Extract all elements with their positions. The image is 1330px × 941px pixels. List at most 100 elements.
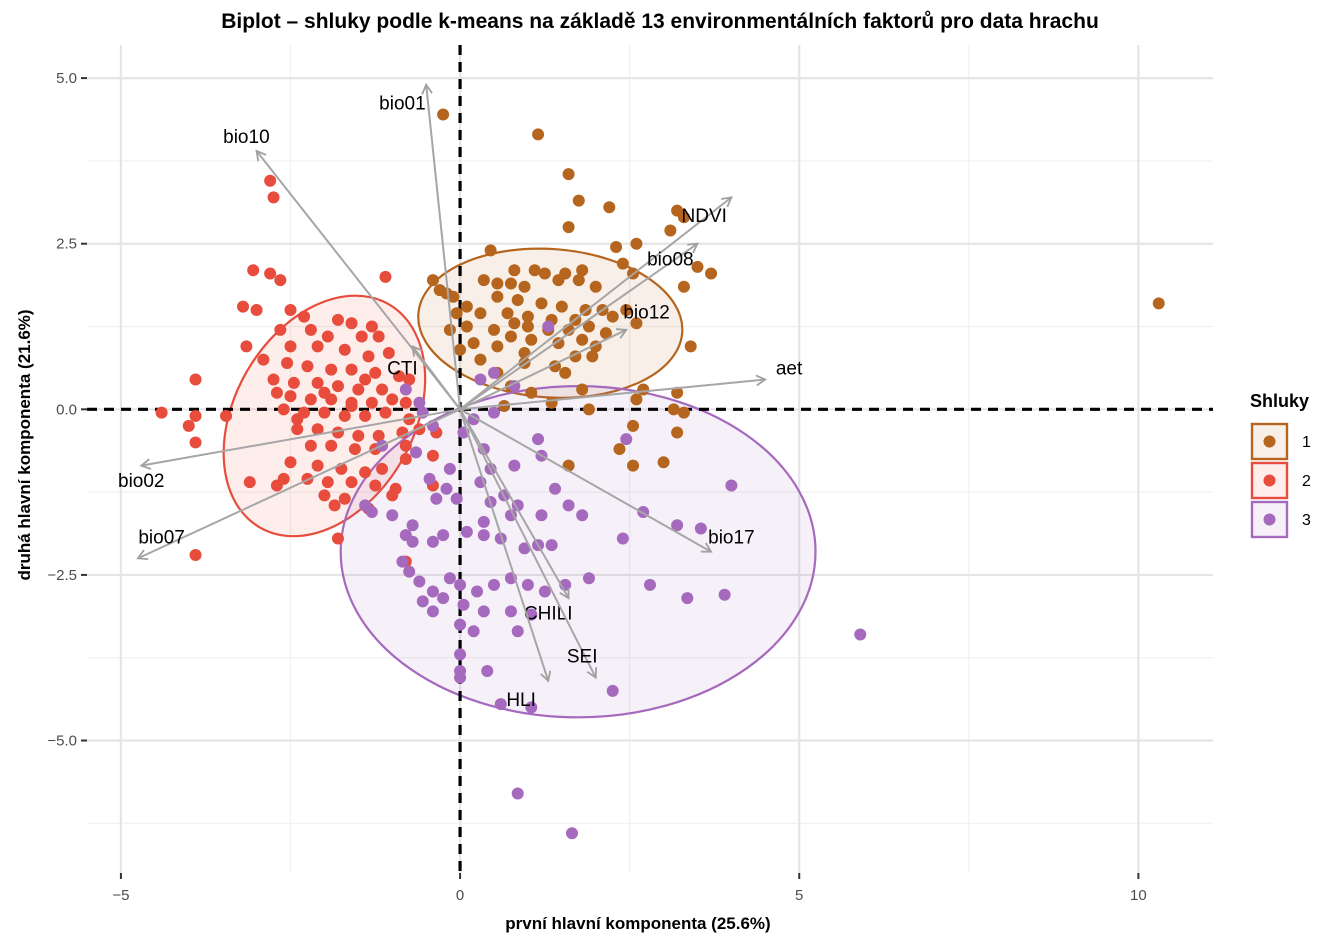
point-cluster-1 [460,300,473,313]
point-cluster-2 [281,356,294,369]
point-cluster-1 [562,168,575,181]
point-cluster-3 [504,605,517,618]
point-cluster-3 [494,698,507,711]
point-cluster-1 [525,386,538,399]
point-cluster-2 [328,499,341,512]
point-cluster-2 [365,320,378,333]
point-cluster-2 [304,323,317,336]
point-cluster-3 [440,482,453,495]
point-cluster-3 [532,433,545,446]
x-tick-label: −5 [112,887,129,904]
point-cluster-1 [528,264,541,277]
point-cluster-1 [433,284,446,297]
point-cluster-2 [393,370,406,383]
point-cluster-3 [606,684,619,697]
point-cluster-2 [287,376,300,389]
point-cluster-2 [304,393,317,406]
point-cluster-2 [399,453,412,465]
point-cluster-2 [311,459,324,472]
point-cluster-2 [274,274,287,287]
point-cluster-2 [345,317,358,330]
y-tick-label: −5.0 [47,733,77,750]
point-cluster-1 [487,323,500,336]
point-cluster-2 [372,429,385,442]
point-cluster-1 [630,317,643,330]
point-cluster-2 [298,310,311,323]
point-cluster-2 [325,363,338,376]
point-cluster-2 [345,363,358,376]
point-cluster-2 [270,479,283,492]
point-cluster-1 [521,320,534,333]
point-cluster-3 [413,575,426,588]
point-cluster-2 [399,439,412,452]
point-cluster-1 [491,290,504,303]
point-cluster-3 [725,479,738,492]
point-cluster-3 [413,396,426,409]
point-cluster-2 [379,270,392,283]
point-cluster-1 [491,340,504,353]
point-cluster-3 [423,472,436,485]
point-cluster-3 [477,605,490,618]
loading-arrow-NDVI [459,196,733,411]
point-cluster-2 [359,466,372,479]
point-cluster-2 [311,376,324,389]
point-cluster-1 [613,443,626,456]
point-cluster-2 [355,330,368,343]
point-cluster-3 [521,578,534,591]
point-cluster-1 [603,201,616,214]
point-cluster-3 [854,628,867,641]
point-cluster-2 [379,406,392,419]
point-cluster-1 [606,310,619,323]
loading-label-bio10: bio10 [223,127,270,148]
point-cluster-1 [467,337,480,350]
point-cluster-1 [627,419,640,432]
point-cluster-2 [267,373,280,386]
point-cluster-3 [487,366,500,379]
point-cluster-1 [677,280,690,293]
point-cluster-2 [352,383,365,396]
point-cluster-1 [582,320,595,333]
point-cluster-3 [430,492,443,505]
x-tick-label: 0 [456,887,464,904]
point-cluster-3 [460,525,473,538]
loading-label-bio17: bio17 [708,528,755,549]
point-cluster-1 [627,459,640,472]
point-cluster-1 [552,337,565,350]
point-cluster-1 [572,274,585,287]
point-cluster-2 [284,303,297,316]
point-cluster-3 [426,585,439,598]
point-cluster-2 [257,353,270,366]
point-cluster-1 [664,224,677,237]
point-cluster-1 [677,406,690,419]
loading-arrow-bio10 [255,149,461,410]
point-cluster-2 [189,373,202,386]
point-cluster-1 [552,274,565,287]
point-cluster-3 [681,592,694,605]
point-cluster-3 [396,555,409,568]
point-cluster-3 [518,542,531,555]
point-cluster-2 [399,396,412,409]
point-cluster-1 [576,333,589,346]
point-cluster-2 [386,489,399,502]
point-cluster-3 [545,539,558,552]
point-cluster-3 [365,505,378,518]
point-cluster-1 [671,426,684,439]
point-cluster-3 [426,605,439,618]
point-cluster-3 [511,787,524,800]
point-cluster-2 [243,476,256,489]
point-cluster-3 [582,572,595,585]
point-cluster-3 [481,664,494,677]
point-cluster-2 [321,476,334,489]
loading-label-CHILI: CHILI [524,604,573,625]
point-cluster-3 [576,509,589,522]
point-cluster-2 [301,360,314,373]
point-cluster-1 [616,257,629,270]
point-cluster-3 [437,529,450,542]
loading-arrow-aet [459,374,768,411]
point-cluster-1 [484,244,497,257]
legend-label-3: 3 [1302,512,1311,529]
point-cluster-3 [477,515,490,528]
point-cluster-3 [406,519,419,532]
point-cluster-1 [538,267,551,280]
